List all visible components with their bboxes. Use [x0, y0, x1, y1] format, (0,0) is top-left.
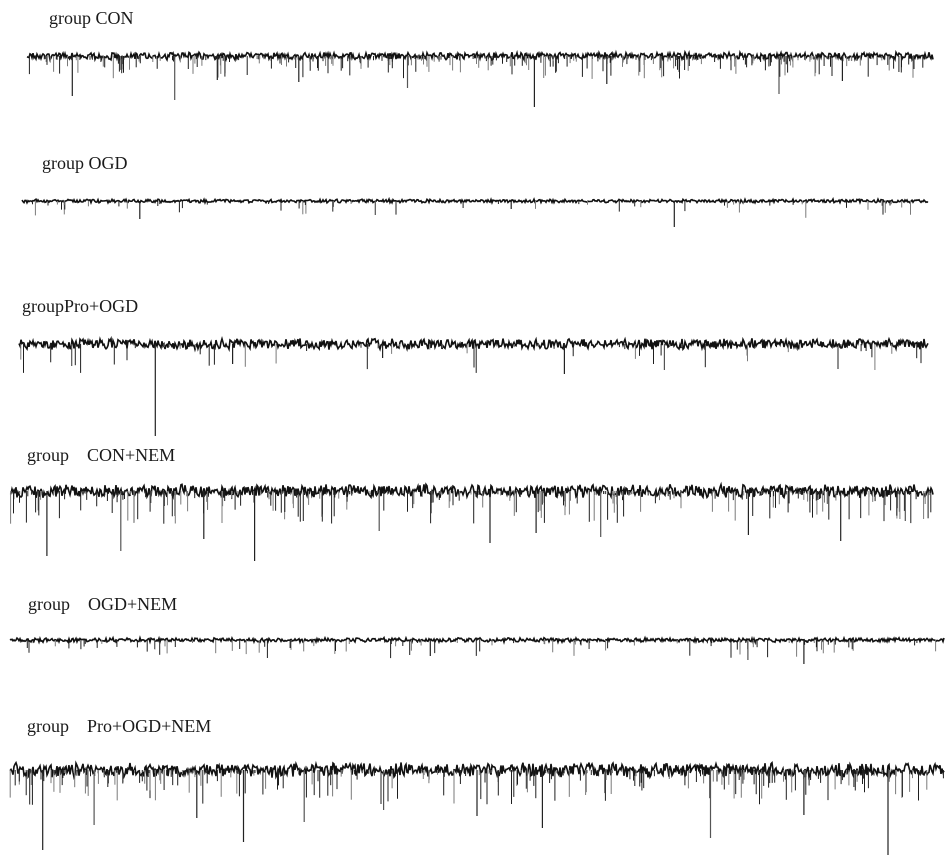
trace-con: [26, 49, 934, 107]
panel-label-pro-ogd: groupPro+OGD: [22, 296, 139, 316]
trace-ogd-nem: [9, 635, 945, 664]
panel-label-ogd-nem: group OGD+NEM: [28, 594, 178, 614]
baseline-ogd-nem: [9, 635, 945, 645]
panel-label-con-nem: group CON+NEM: [27, 445, 176, 465]
baseline-pro-ogd-nem: [9, 760, 945, 781]
trace-ogd: [21, 196, 929, 227]
panel-label-ogd: group OGD: [42, 153, 128, 173]
trace-pro-ogd: [18, 335, 929, 436]
panel-label-con: group CON: [49, 8, 134, 28]
panel-label-pro-ogd-nem: group Pro+OGD+NEM: [27, 716, 212, 736]
baseline-con: [26, 49, 934, 63]
trace-con-nem: [9, 481, 934, 561]
trace-pro-ogd-nem: [9, 760, 945, 855]
baseline-con-nem: [9, 481, 934, 500]
baseline-ogd: [21, 196, 929, 206]
